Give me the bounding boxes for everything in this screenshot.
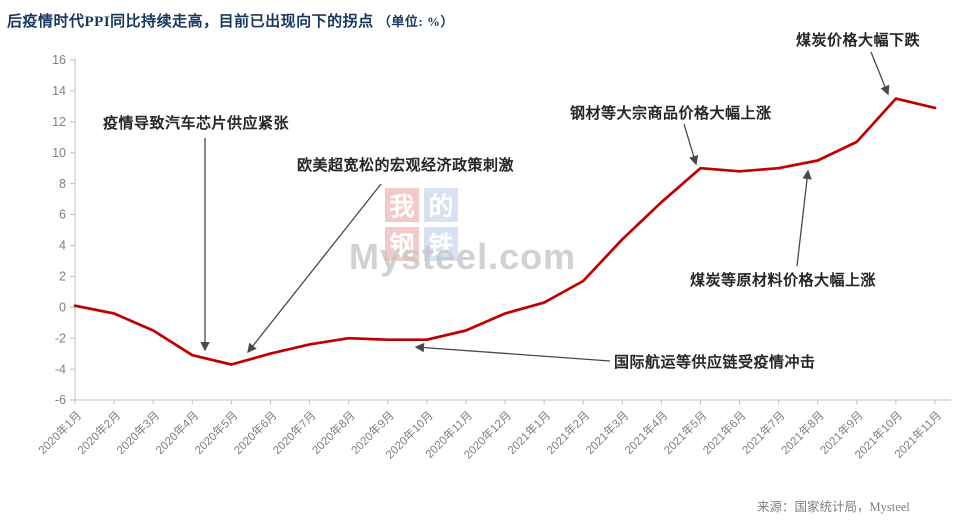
svg-text:10: 10: [52, 146, 66, 160]
annotation-coal-price-drop: 煤炭价格大幅下跌: [796, 33, 921, 49]
axes: [70, 58, 951, 405]
svg-text:-2: -2: [55, 331, 66, 345]
chart-title-main: 后疫情时代PPI同比持续走高，目前已出现向下的拐点: [7, 14, 374, 30]
svg-text:4: 4: [59, 239, 66, 253]
watermark-domain: Mysteel.com: [349, 236, 577, 277]
chart-title: 后疫情时代PPI同比持续走高，目前已出现向下的拐点 （单位: %）: [7, 10, 454, 31]
annotation-chip-shortage: 疫情导致汽车芯片供应紧张: [103, 116, 290, 132]
watermark-square-wo: 我: [385, 188, 419, 222]
svg-text:0: 0: [59, 300, 66, 314]
svg-text:12: 12: [52, 115, 66, 129]
svg-text:6: 6: [59, 208, 66, 222]
x-axis-labels: 2020年1月2020年2月2020年3月2020年4月2020年5月2020年…: [35, 408, 944, 461]
svg-text:-6: -6: [55, 393, 66, 407]
watermark-square-tie: 铁: [424, 227, 458, 261]
watermark-square-de: 的: [424, 188, 458, 222]
svg-text:-4: -4: [55, 362, 66, 376]
watermark-logo-grid: 我 的 钢 铁: [385, 188, 458, 261]
ppi-series-line: [73, 97, 937, 366]
annotation-policy-stimulus: 欧美超宽松的宏观经济政策刺激: [297, 158, 515, 174]
svg-text:8: 8: [59, 177, 66, 191]
svg-text:16: 16: [52, 53, 66, 67]
source-note: 来源：国家统计局，Mysteel: [757, 500, 910, 514]
annotation-raw-material-rise: 煤炭等原材料价格大幅上涨: [690, 273, 877, 289]
svg-text:2: 2: [59, 270, 66, 284]
chart-title-unit: （单位: %）: [377, 14, 455, 29]
annotation-steel-price-rise: 钢材等大宗商品价格大幅上涨: [570, 106, 772, 122]
watermark-square-gang: 钢: [385, 227, 419, 261]
y-axis-labels: 16 14 12 10 8 6 4 2 0 -2 -4 -6: [52, 53, 66, 407]
annotation-arrows: [200, 51, 890, 362]
annotation-shipping-impact: 国际航运等供应链受疫情冲击: [614, 355, 816, 371]
svg-text:14: 14: [52, 84, 66, 98]
watermark: 我 的 钢 铁 Mysteel.com: [349, 188, 575, 277]
